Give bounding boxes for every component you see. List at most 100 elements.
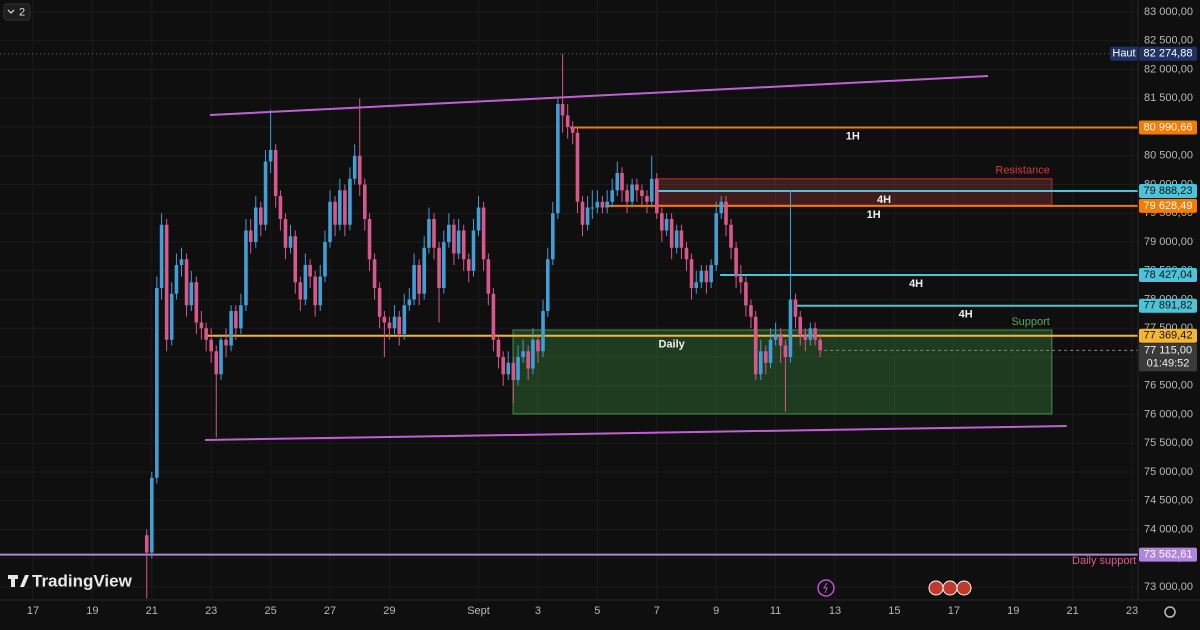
- candle-body: [382, 316, 387, 323]
- candle-body: [590, 207, 595, 209]
- channel-line: [209, 75, 989, 116]
- event-flag[interactable]: [928, 580, 944, 596]
- x-tick-label: 23: [205, 605, 217, 617]
- x-tick-label: 21: [1067, 605, 1079, 617]
- candle-body: [719, 201, 724, 214]
- candle-body: [432, 219, 436, 248]
- candle-body: [813, 328, 817, 340]
- y-tick-label: 74 500,00: [1144, 495, 1193, 507]
- candle-body: [471, 230, 476, 271]
- price-label-bg: [1139, 198, 1197, 213]
- candle-body: [798, 316, 803, 335]
- x-tick-label: 19: [1007, 605, 1019, 617]
- candle-body: [689, 259, 694, 289]
- candle-body: [441, 242, 446, 289]
- candle-body: [387, 322, 392, 329]
- candle-body: [541, 311, 545, 352]
- button-label: 2: [19, 6, 25, 18]
- candle-body: [630, 184, 634, 202]
- price-label-bg: [1139, 267, 1197, 282]
- price-label-name-bg: [1110, 46, 1138, 61]
- settings-icon[interactable]: [1164, 606, 1176, 618]
- candle-body: [422, 247, 426, 294]
- candle-body: [545, 259, 550, 312]
- zone-label: Resistance: [995, 165, 1049, 177]
- candle-body: [669, 219, 674, 248]
- x-tick-label: 17: [948, 605, 960, 617]
- candle-body: [234, 311, 238, 329]
- candle-body: [352, 155, 357, 179]
- candle-body: [333, 201, 337, 225]
- candle-body: [412, 265, 416, 300]
- candle-body: [229, 311, 233, 346]
- price-label: 82 274,88: [1144, 48, 1193, 60]
- y-tick-label: 79 000,00: [1144, 236, 1193, 248]
- x-tick-label: 7: [654, 605, 660, 617]
- price-label-bg: [1139, 298, 1197, 313]
- channel-line: [204, 425, 1067, 441]
- chevron-icon: [7, 9, 15, 14]
- candle-body: [437, 247, 441, 289]
- price-label-bg: [1139, 183, 1197, 198]
- x-tick-label: 5: [594, 605, 600, 617]
- candle-body: [664, 219, 669, 231]
- candle-body: [600, 201, 605, 208]
- x-tick-label: 29: [383, 605, 395, 617]
- event-flag[interactable]: [942, 580, 958, 596]
- button-bg[interactable]: [3, 3, 31, 21]
- candle-body: [338, 190, 342, 225]
- candle-body: [758, 351, 763, 375]
- price-label: 77 369,42: [1144, 330, 1193, 342]
- candle-body: [278, 196, 283, 220]
- candle-body: [660, 213, 664, 231]
- candle-body: [486, 259, 491, 294]
- candle-body: [481, 207, 486, 260]
- candle-body: [323, 242, 327, 277]
- countdown: 01:49:52: [1147, 357, 1190, 369]
- y-tick-label: 76 000,00: [1144, 408, 1193, 420]
- alert-icon[interactable]: [817, 579, 835, 597]
- layout-button[interactable]: 2: [3, 3, 31, 21]
- event-flag[interactable]: [956, 580, 972, 596]
- candle-body: [417, 265, 421, 294]
- candle-body: [521, 351, 525, 358]
- candle-body: [620, 173, 624, 191]
- candle-body: [159, 224, 164, 289]
- x-tick-label: 27: [324, 605, 336, 617]
- candle-body: [679, 230, 684, 248]
- y-tick-label: 80 500,00: [1144, 150, 1193, 162]
- x-tick-label: 9: [713, 605, 719, 617]
- candle-body: [788, 299, 793, 358]
- candle-body: [496, 339, 501, 358]
- candle-body: [248, 230, 253, 243]
- candle-body: [565, 115, 570, 128]
- logo-text: TradingView: [32, 571, 133, 590]
- candle-body: [734, 247, 738, 277]
- candle-body: [402, 305, 407, 335]
- candle-body: [744, 282, 748, 306]
- candle-body: [763, 351, 768, 363]
- price-label: 78 427,04: [1144, 269, 1193, 281]
- candle-body: [585, 207, 590, 225]
- candle-body: [749, 305, 753, 317]
- candle-body: [649, 178, 654, 202]
- candle-body: [625, 190, 629, 202]
- candle-body: [739, 276, 743, 283]
- candle-body: [704, 270, 709, 283]
- current-price-label: 77 115,00: [1144, 344, 1192, 356]
- candle-body: [392, 316, 397, 329]
- events[interactable]: [928, 580, 972, 596]
- candle-body: [189, 282, 194, 306]
- candle-body: [560, 104, 565, 116]
- candle-body: [476, 207, 481, 231]
- candle-body: [684, 247, 689, 260]
- candle-body: [491, 293, 496, 340]
- y-tick-label: 73 000,00: [1144, 581, 1193, 593]
- candle-body: [501, 357, 506, 375]
- candle-body: [169, 293, 174, 340]
- level-tag: 4H: [959, 309, 973, 321]
- y-tick-label: 75 000,00: [1144, 466, 1193, 478]
- candle-body: [699, 270, 704, 283]
- candle-body: [263, 161, 268, 225]
